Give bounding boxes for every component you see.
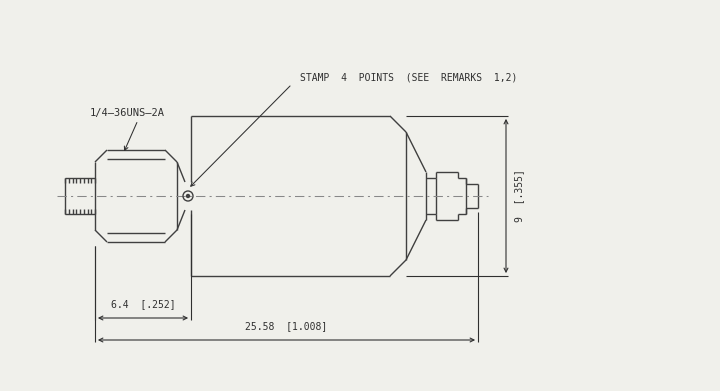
Circle shape <box>186 194 189 197</box>
Text: 6.4  [.252]: 6.4 [.252] <box>111 299 175 309</box>
Text: 25.58  [1.008]: 25.58 [1.008] <box>246 321 328 331</box>
Text: 9  [.355]: 9 [.355] <box>514 170 524 222</box>
Text: 1/4–36UNS–2A: 1/4–36UNS–2A <box>90 108 165 118</box>
Text: STAMP  4  POINTS  (SEE  REMARKS  1,2): STAMP 4 POINTS (SEE REMARKS 1,2) <box>300 72 518 82</box>
